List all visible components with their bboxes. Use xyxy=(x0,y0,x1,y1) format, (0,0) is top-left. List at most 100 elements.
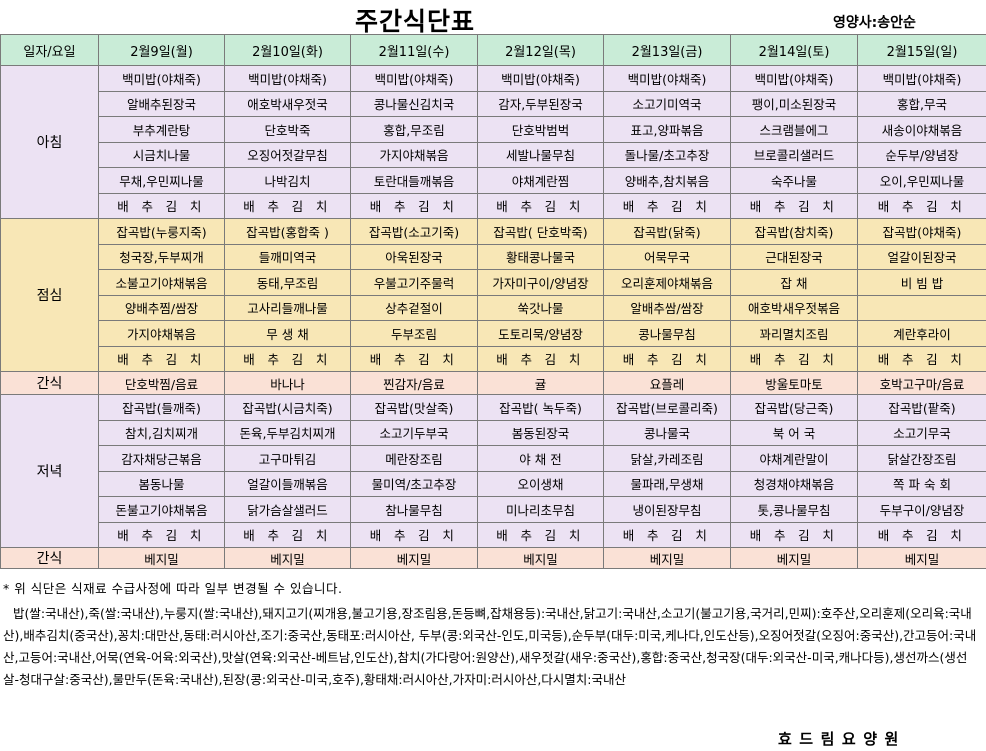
menu-item: 잡곡밥( 녹두죽) xyxy=(477,394,604,421)
snack-item: 베지밀 xyxy=(98,547,225,569)
meal-label: 아침 xyxy=(0,65,99,219)
menu-item: 돌나물/초고추장 xyxy=(603,141,731,168)
origin-info: 밥(쌀:국내산),죽(쌀:국내산),누룽지(쌀:국내산),돼지고기(찌개용,불고… xyxy=(3,606,977,687)
menu-item: 잡곡밥(맛살죽) xyxy=(350,394,478,421)
menu-item: 나박김치 xyxy=(224,167,351,194)
menu-item: 오징어젓갈무침 xyxy=(224,141,351,168)
menu-row: 소불고기야채볶음 동태,무조림 우불고기주물럭 가자미구이/양념장 오리훈제야채볶음 잡 … xyxy=(1,269,986,296)
menu-item: 청경채야채볶음 xyxy=(730,470,858,497)
menu-item: 새송이야채볶음 xyxy=(857,116,986,143)
menu-item: 가지야채볶음 xyxy=(350,141,478,168)
menu-item: 백미밥(야채죽) xyxy=(224,65,351,92)
meal-label: 간식 xyxy=(0,547,99,569)
header-cell: 일자/요일 xyxy=(0,34,99,66)
menu-item: 콩나물국 xyxy=(603,419,731,446)
change-notice: * 위 식단은 식재료 수급사정에 따라 일부 변경될 수 있습니다. xyxy=(3,581,343,596)
menu-item: 얼갈이된장국 xyxy=(857,243,986,270)
menu-item: 가지야채볶음 xyxy=(98,320,225,347)
menu-item: 배 추 김 치 xyxy=(730,192,858,219)
menu-item: 얼갈이들깨볶음 xyxy=(224,470,351,497)
menu-item: 단호박범벅 xyxy=(477,116,604,143)
snack-item: 귤 xyxy=(477,371,604,395)
menu-item: 백미밥(야채죽) xyxy=(477,65,604,92)
menu-item: 물파래,무생채 xyxy=(603,470,731,497)
menu-item: 홍합,무국 xyxy=(857,90,986,117)
menu-item: 황태콩나물국 xyxy=(477,243,604,270)
menu-item: 시금치나물 xyxy=(98,141,225,168)
menu-item: 비 빔 밥 xyxy=(857,269,986,296)
menu-item: 배 추 김 치 xyxy=(857,521,986,548)
menu-item: 배 추 김 치 xyxy=(224,345,351,372)
meal-label: 간식 xyxy=(0,371,99,395)
menu-item: 순두부/양념장 xyxy=(857,141,986,168)
menu-item: 배 추 김 치 xyxy=(477,521,604,548)
menu-item: 배 추 김 치 xyxy=(98,345,225,372)
snack-item: 찐감자/음료 xyxy=(350,371,478,395)
header-row: 일자/요일 2월9일(월) 2월10일(화) 2월11일(수) 2월12일(목)… xyxy=(0,34,986,66)
menu-item: 닭가슴살샐러드 xyxy=(224,496,351,523)
menu-item: 북 어 국 xyxy=(730,419,858,446)
menu-item: 무 생 채 xyxy=(224,320,351,347)
menu-item: 브로콜리샐러드 xyxy=(730,141,858,168)
menu-item: 꽈리멸치조림 xyxy=(730,320,858,347)
header-cell: 2월13일(금) xyxy=(603,34,731,66)
menu-item: 배 추 김 치 xyxy=(98,192,225,219)
menu-item: 봄동된장국 xyxy=(477,419,604,446)
menu-row: 알배추된장국 애호박새우젓국 콩나물신김치국 감자,두부된장국 소고기미역국 팽이,미소된… xyxy=(1,90,986,117)
facility-name: 효드림요양원 xyxy=(778,730,906,748)
menu-item: 배 추 김 치 xyxy=(98,521,225,548)
menu-item: 잡곡밥(들깨죽) xyxy=(98,394,225,421)
menu-row: 감자채당근볶음 고구마튀김 메란장조림 야 채 전 닭살,카레조림 야채계란말이 닭살간장조… xyxy=(1,445,986,472)
menu-item: 계란후라이 xyxy=(857,320,986,347)
snack-item: 베지밀 xyxy=(603,547,731,569)
menu-row: 가지야채볶음 무 생 채 두부조림 도토리묵/양념장 콩나물무침 꽈리멸치조림 계란후라이 xyxy=(1,320,986,347)
menu-row: 돈불고기야채볶음 닭가슴살샐러드 참나물무침 미나리초무침 냉이된장무침 톳,콩나물무침 두… xyxy=(1,496,986,523)
header-cell: 2월11일(수) xyxy=(350,34,478,66)
menu-item: 고구마튀김 xyxy=(224,445,351,472)
menu-item: 냉이된장무침 xyxy=(603,496,731,523)
menu-item: 양배추찜/쌈장 xyxy=(98,294,225,321)
meal-label: 저녁 xyxy=(0,394,99,548)
menu-item: 배 추 김 치 xyxy=(350,345,478,372)
menu-item: 쪽 파 숙 회 xyxy=(857,470,986,497)
menu-item: 배 추 김 치 xyxy=(350,192,478,219)
menu-item: 야채계란말이 xyxy=(730,445,858,472)
menu-item: 배 추 김 치 xyxy=(477,192,604,219)
menu-item: 단호박죽 xyxy=(224,116,351,143)
menu-item: 배 추 김 치 xyxy=(857,192,986,219)
menu-item: 잡곡밥(당근죽) xyxy=(730,394,858,421)
meal-label: 점심 xyxy=(0,218,99,372)
menu-row: 점심 잡곡밥(누룽지죽) 잡곡밥(홍합죽 ) 잡곡밥(소고기죽) 잡곡밥( 단호박죽) 잡… xyxy=(0,218,986,372)
menu-row: 청국장,두부찌개 들깨미역국 아욱된장국 황태콩나물국 어묵무국 근대된장국 얼갈이된장국 xyxy=(1,243,986,270)
menu-item: 소고기무국 xyxy=(857,419,986,446)
menu-item: 숙주나물 xyxy=(730,167,858,194)
menu-item: 미나리초무침 xyxy=(477,496,604,523)
page-title: 주간식단표 xyxy=(354,7,475,36)
menu-item: 잡곡밥(참치죽) xyxy=(730,218,858,245)
menu-item: 가자미구이/양념장 xyxy=(477,269,604,296)
menu-item: 배 추 김 치 xyxy=(857,345,986,372)
menu-item: 소불고기야채볶음 xyxy=(98,269,225,296)
snack-item: 베지밀 xyxy=(857,547,986,569)
snack-item: 베지밀 xyxy=(477,547,604,569)
menu-item: 쑥갓나물 xyxy=(477,294,604,321)
menu-item: 돈불고기야채볶음 xyxy=(98,496,225,523)
weekly-menu-table: 일자/요일 2월9일(월) 2월10일(화) 2월11일(수) 2월12일(목)… xyxy=(0,34,986,569)
menu-item: 소고기미역국 xyxy=(603,90,731,117)
menu-item: 배 추 김 치 xyxy=(224,521,351,548)
menu-item: 잡곡밥(홍합죽 ) xyxy=(224,218,351,245)
snack-item: 단호박찜/음료 xyxy=(98,371,225,395)
menu-item: 무채,우민찌나물 xyxy=(98,167,225,194)
menu-item: 어묵무국 xyxy=(603,243,731,270)
snack-item: 호박고구마/음료 xyxy=(857,371,986,395)
snack-row: 간식 단호박찜/음료 바나나 찐감자/음료 귤 요플레 방울토마토 호박고구마/음료 xyxy=(0,371,986,395)
snack-item: 베지밀 xyxy=(224,547,351,569)
menu-item: 스크램블에그 xyxy=(730,116,858,143)
menu-row: 저녁 잡곡밥(들깨죽) 잡곡밥(시금치죽) 잡곡밥(맛살죽) 잡곡밥( 녹두죽) 잡곡밥(… xyxy=(0,394,986,548)
header-cell: 2월12일(목) xyxy=(477,34,604,66)
menu-item: 부추계란탕 xyxy=(98,116,225,143)
menu-row: 시금치나물 오징어젓갈무침 가지야채볶음 세발나물무침 돌나물/초고추장 브로콜리샐러드 순… xyxy=(1,141,986,168)
menu-item: 두부조림 xyxy=(350,320,478,347)
snack-item: 바나나 xyxy=(224,371,351,395)
